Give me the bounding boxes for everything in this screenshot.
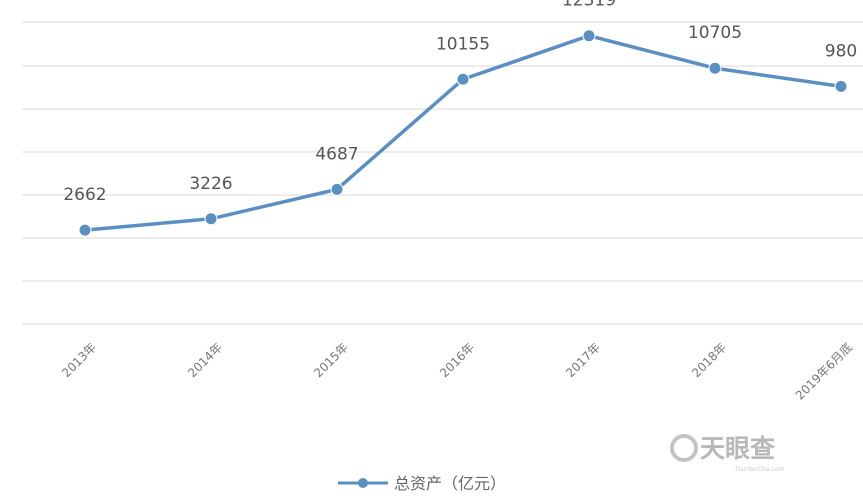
x-axis-tick-labels: 2013年 2014年 2015年 2016年 2017年 2018年 2019年6月底 [59, 340, 855, 403]
data-label: 12319 [562, 0, 616, 11]
data-point [204, 212, 218, 226]
legend-label: 总资产（亿元） [394, 474, 506, 493]
data-label: 2662 [63, 185, 106, 205]
series-line [83, 33, 843, 232]
x-tick-label: 2013年 [59, 340, 99, 380]
x-tick-label: 2016年 [437, 340, 477, 380]
grid-lines [22, 21, 863, 325]
x-tick-label: 2014年 [185, 340, 225, 380]
x-tick-label: 2017年 [563, 340, 603, 380]
x-tick-label: 2015年 [311, 340, 351, 380]
data-point [456, 72, 470, 86]
watermark-icon [670, 434, 698, 462]
watermark-logo: 天眼查 TianYanCha.com [670, 434, 784, 473]
data-point [330, 182, 344, 196]
data-label: 4687 [315, 144, 358, 164]
watermark-subtext: TianYanCha.com [734, 466, 784, 473]
data-point [78, 223, 92, 237]
x-tick-label: 2019年6月底 [792, 340, 855, 403]
data-labels: 2662 3226 4687 10155 12319 10705 980 [63, 0, 857, 205]
data-label: 10705 [688, 23, 742, 43]
data-point [708, 61, 722, 75]
data-point [582, 29, 596, 43]
watermark-text: 天眼查 [700, 434, 775, 463]
legend-marker [358, 478, 368, 488]
data-point [834, 79, 848, 93]
x-tick-label: 2018年 [689, 340, 729, 380]
legend: 总资产（亿元） [338, 474, 506, 493]
data-label: 980 [825, 41, 857, 61]
data-label: 10155 [436, 34, 490, 54]
series-layer [78, 29, 848, 237]
data-label: 3226 [189, 174, 232, 194]
